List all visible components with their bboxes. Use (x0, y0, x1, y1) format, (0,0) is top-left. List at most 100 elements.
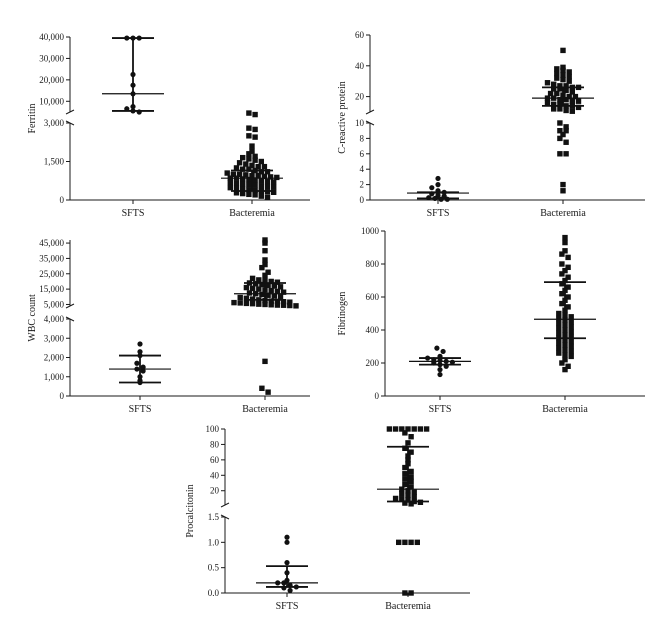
x-category-label: Bacteremia (542, 404, 588, 415)
data-point (258, 193, 264, 199)
data-point (262, 240, 268, 246)
data-point (271, 293, 277, 299)
y-tick-label: 35,000 (39, 253, 64, 263)
y-tick-label: 0.0 (208, 588, 220, 598)
data-point (264, 194, 271, 201)
data-point (562, 352, 568, 358)
data-point (262, 261, 268, 268)
data-point (249, 275, 256, 282)
data-point (249, 285, 256, 292)
y-tick-label: 600 (366, 292, 380, 302)
data-point (274, 288, 281, 295)
data-point (559, 271, 565, 277)
data-point (140, 368, 146, 374)
data-point (134, 360, 140, 366)
data-point (240, 176, 246, 182)
data-point (277, 294, 284, 300)
series-sfts (407, 175, 469, 202)
data-point (563, 96, 569, 103)
y-tick-label: 3,000 (44, 333, 65, 343)
x-category-label: SFTS (429, 404, 452, 415)
data-point (252, 134, 258, 140)
data-point (271, 184, 277, 190)
data-point (566, 78, 572, 84)
data-point (563, 87, 569, 94)
data-point (402, 481, 408, 488)
y-tick-label: 3,000 (44, 118, 65, 128)
data-point (565, 363, 571, 369)
data-point (560, 72, 566, 78)
x-category-label: Bacteremia (229, 208, 275, 219)
data-point (568, 324, 574, 330)
data-point (557, 106, 563, 112)
data-point (402, 445, 408, 451)
data-point (284, 539, 290, 545)
y-tick-label: 60 (210, 455, 220, 465)
data-point (556, 350, 562, 356)
y-tick-label: 80 (210, 439, 220, 449)
data-point (551, 101, 557, 107)
y-tick-label: 100 (206, 424, 220, 434)
data-point (563, 139, 569, 145)
y-tick-label: 0.5 (208, 563, 220, 573)
data-point (434, 345, 440, 351)
data-point (265, 292, 271, 298)
data-point (565, 294, 571, 300)
data-point (237, 300, 243, 306)
data-point (264, 183, 271, 190)
chart-panel-5: 0.0 0.5 1.0 1.5 20 40 60 80 100 SFTS Bacteremia Pro… (185, 424, 470, 612)
axis-break-mark (220, 514, 230, 520)
y-tick-label: 20 (355, 92, 365, 102)
data-point (262, 277, 268, 284)
data-point (240, 181, 246, 187)
data-point (262, 358, 268, 365)
data-point (563, 128, 569, 134)
data-point (565, 264, 571, 270)
data-point (287, 587, 293, 594)
series-bacteremia (534, 234, 596, 373)
data-point (255, 163, 261, 170)
data-point (556, 345, 562, 351)
axis-break-mark (65, 109, 75, 115)
data-point (565, 284, 571, 290)
data-point (408, 539, 414, 546)
y-tick-label: 1.0 (208, 537, 220, 547)
data-point (551, 86, 557, 92)
data-point (402, 430, 408, 436)
chart-panel-2: 0 2 4 6 8 10 20 40 60 SFTS Bacteremia C-reactive pr… (337, 30, 645, 219)
data-point (562, 342, 568, 348)
data-point (557, 83, 563, 89)
data-point (265, 389, 271, 395)
y-tick-label: 20 (210, 486, 220, 496)
data-point (411, 489, 417, 495)
data-point (559, 291, 565, 297)
data-point (559, 251, 565, 257)
data-point (231, 299, 237, 306)
data-point (565, 304, 571, 310)
y-tick-label: 400 (366, 325, 380, 335)
data-point (560, 64, 566, 71)
data-point (255, 172, 261, 179)
data-point (569, 89, 575, 95)
data-point (563, 107, 569, 114)
data-point (408, 434, 414, 440)
data-point (237, 294, 243, 301)
y-tick-label: 10,000 (39, 96, 64, 106)
data-point (287, 299, 293, 305)
data-point (280, 302, 287, 308)
data-point (562, 277, 568, 284)
data-point (259, 291, 265, 298)
data-point (386, 426, 393, 432)
data-point (402, 500, 408, 506)
data-point (402, 471, 408, 477)
axis-break-mark (220, 502, 230, 508)
y-tick-label: 45,000 (39, 238, 64, 248)
data-point (280, 299, 287, 305)
y-tick-label: 40 (355, 61, 365, 71)
data-point (559, 261, 565, 267)
axis-break-mark (365, 109, 375, 115)
data-point (435, 175, 441, 182)
data-point (554, 70, 560, 77)
data-point (277, 284, 284, 290)
data-point (569, 98, 575, 104)
